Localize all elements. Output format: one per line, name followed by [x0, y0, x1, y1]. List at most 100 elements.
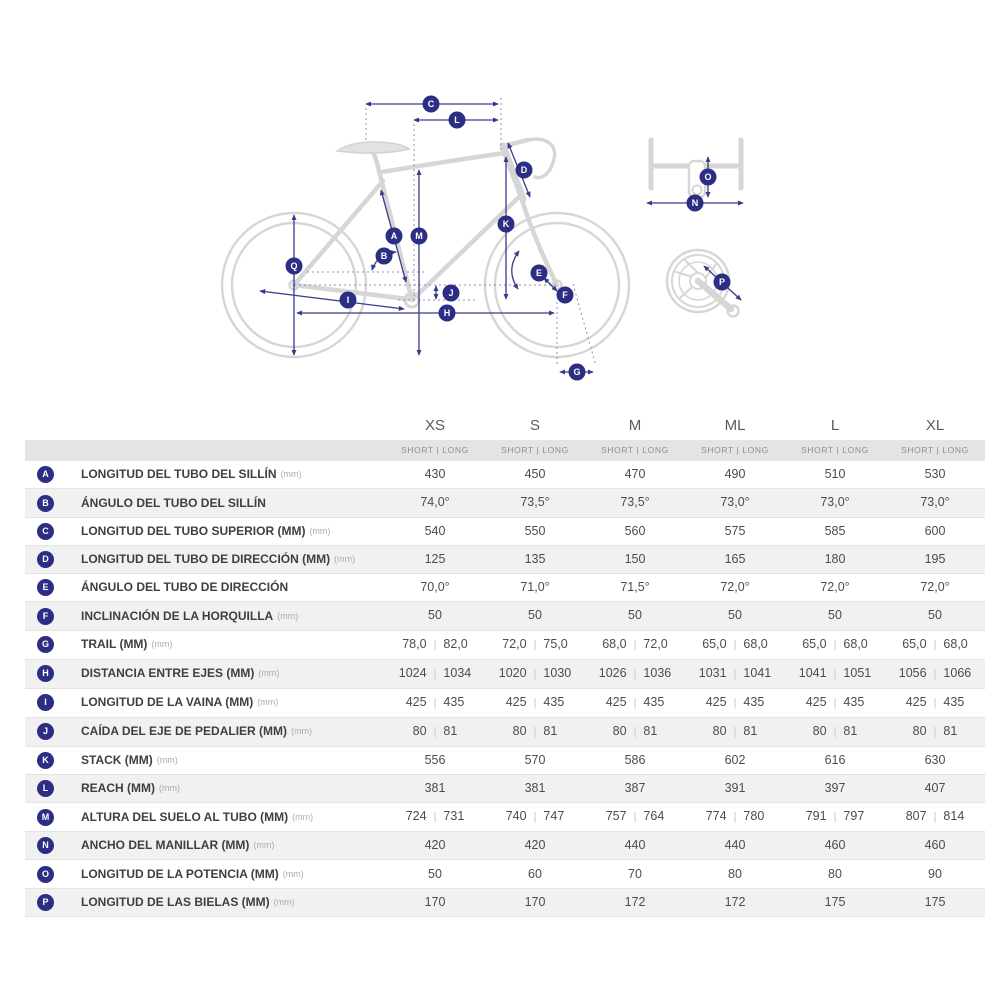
value-cell: 490	[724, 467, 746, 482]
table-row-F: F INCLINACIÓN DE LA HORQUILLA (mm) 50 50 50 50…	[25, 601, 985, 631]
value-cell: 425 | 435	[485, 688, 585, 717]
value-cell: 172	[724, 894, 746, 909]
value-cell: 73,0°	[820, 495, 850, 510]
row-label-cell: F INCLINACIÓN DE LA HORQUILLA (mm)	[25, 602, 385, 630]
value-short: 757	[605, 809, 627, 824]
table-row-I: I LONGITUD DE LA VAINA (MM) (mm) 425 | 435 425…	[25, 688, 985, 717]
value-cell: 450	[524, 467, 546, 482]
value-cell: 71,0°	[520, 580, 550, 595]
value-cell: 1024 | 1034	[385, 659, 485, 688]
value-separator: |	[933, 811, 937, 824]
table-row-L: L REACH (MM) (mm) 381 381 387 391 397 407	[25, 774, 985, 803]
column-header-L: L	[830, 417, 840, 434]
value-separator: |	[733, 638, 737, 651]
value-cell: 460	[924, 838, 946, 853]
value-long: 1051	[843, 665, 872, 680]
table-row-J: J CAÍDA DEL EJE DE PEDALIER (MM) (mm) 80 | 81…	[25, 717, 985, 747]
value-cell: 510	[824, 467, 846, 482]
arrow-E	[511, 250, 520, 290]
value-cell: 791 | 797	[785, 803, 885, 832]
value-cell: 774 | 780	[685, 803, 785, 832]
value-separator: |	[833, 725, 837, 738]
subheader-cell: SHORT | LONG	[685, 440, 785, 461]
value-cell: 70	[628, 866, 642, 881]
bike-geometry-diagram: C L D K A M B Q I J H E F G O N P	[220, 95, 744, 381]
value-cell: 420	[424, 838, 446, 853]
marker-P: P	[713, 273, 731, 291]
row-label: TRAIL (MM)	[81, 637, 148, 652]
value-cell: 73,5°	[620, 495, 650, 510]
column-header-XL: XL	[925, 417, 945, 434]
row-label: CAÍDA DEL EJE DE PEDALIER (MM)	[81, 724, 288, 739]
row-label-cell: N ANCHO DEL MANILLAR (MM) (mm)	[25, 832, 385, 860]
svg-text:K: K	[503, 219, 510, 229]
row-marker-badge: N	[37, 837, 54, 855]
value-cell: 381	[424, 780, 446, 795]
row-marker-badge: P	[37, 893, 54, 911]
row-unit: (mm)	[277, 610, 299, 621]
value-short: 740	[505, 809, 527, 824]
row-label: ANCHO DEL MANILLAR (MM)	[81, 838, 250, 853]
value-cell: 440	[624, 838, 646, 853]
value-long: 780	[743, 809, 765, 824]
svg-text:M: M	[415, 231, 423, 241]
value-long: 1041	[743, 665, 772, 680]
value-cell: 807 | 814	[885, 803, 985, 832]
marker-B: B	[375, 247, 393, 265]
subheader-empty-cell	[25, 440, 385, 461]
value-short: 1024	[398, 665, 427, 680]
value-cell: 425 | 435	[885, 688, 985, 717]
value-long: 435	[843, 694, 865, 709]
value-separator: |	[633, 638, 637, 651]
svg-text:H: H	[444, 308, 451, 318]
row-label: LONGITUD DE LA POTENCIA (MM)	[81, 866, 279, 881]
value-short: 80	[512, 723, 527, 738]
value-separator: |	[533, 667, 537, 680]
row-unit: (mm)	[273, 896, 295, 907]
value-short: 80	[412, 723, 427, 738]
value-cell: 50	[728, 608, 742, 623]
value-short: 807	[905, 809, 927, 824]
column-header-M: M	[628, 417, 642, 434]
bike-line-art	[220, 137, 744, 359]
marker-E: E	[530, 264, 548, 282]
value-separator: |	[433, 725, 437, 738]
value-separator: |	[433, 696, 437, 709]
row-marker-badge: O	[37, 865, 54, 883]
row-label: ÁNGULO DEL TUBO DEL SILLÍN	[81, 495, 266, 510]
value-cell: 80 | 81	[685, 717, 785, 746]
row-marker-badge: B	[37, 494, 54, 512]
value-long: 435	[943, 694, 965, 709]
value-long: 81	[443, 723, 458, 738]
row-label-cell: D LONGITUD DEL TUBO DE DIRECCIÓN (MM) (mm)	[25, 545, 385, 573]
svg-text:O: O	[704, 172, 711, 182]
value-separator: |	[933, 696, 937, 709]
value-long: 1066	[943, 665, 972, 680]
value-long: 75,0	[543, 636, 568, 651]
value-short: 80	[612, 723, 627, 738]
value-long: 435	[443, 694, 465, 709]
value-cell: 50	[528, 608, 542, 623]
arrow-I	[259, 289, 405, 311]
row-unit: (mm)	[292, 811, 314, 822]
row-label-cell: P LONGITUD DE LAS BIELAS (MM) (mm)	[25, 888, 385, 916]
value-separator: |	[433, 638, 437, 651]
value-separator: |	[633, 725, 637, 738]
value-cell: 407	[924, 780, 946, 795]
row-label-cell: C LONGITUD DEL TUBO SUPERIOR (MM) (mm)	[25, 517, 385, 545]
svg-text:E: E	[536, 268, 542, 278]
value-cell: 425 | 435	[685, 688, 785, 717]
row-marker-badge: D	[37, 551, 54, 569]
value-separator: |	[933, 725, 937, 738]
marker-J: J	[442, 284, 460, 302]
table-row-P: P LONGITUD DE LAS BIELAS (MM) (mm) 170 170 17…	[25, 888, 985, 917]
table-row-M: M ALTURA DEL SUELO AL TUBO (MM) (mm) 724 | 73…	[25, 802, 985, 832]
row-marker-badge: G	[37, 636, 54, 654]
value-long: 435	[643, 694, 665, 709]
row-label-cell: K STACK (MM) (mm)	[25, 746, 385, 774]
value-cell: 90	[928, 866, 942, 881]
value-short: 80	[712, 723, 727, 738]
value-separator: |	[833, 811, 837, 824]
value-cell: 70,0°	[420, 580, 450, 595]
value-separator: |	[733, 725, 737, 738]
